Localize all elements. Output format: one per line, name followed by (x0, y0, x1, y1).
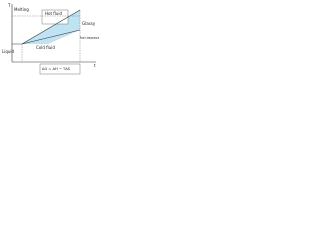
glassy-label: Glassy (82, 21, 96, 26)
x-axis-label: t (94, 63, 96, 68)
liquid-label: Liquid (2, 49, 15, 54)
formula: ΔG = ΔH − TΔS (42, 67, 71, 71)
y-axis-label: T (7, 3, 11, 8)
melting-label: Melting (14, 7, 29, 12)
diagram: T t Melting Hot fluid Glassy Cold fluid … (0, 0, 100, 82)
hot-label: Hot fluid (45, 11, 62, 16)
formula-box (39, 63, 81, 75)
upper-line (21, 9, 81, 45)
cold-label: Cold fluid (36, 45, 55, 50)
rise-label: Rise in temperature (80, 36, 99, 40)
lower-line (21, 29, 81, 45)
